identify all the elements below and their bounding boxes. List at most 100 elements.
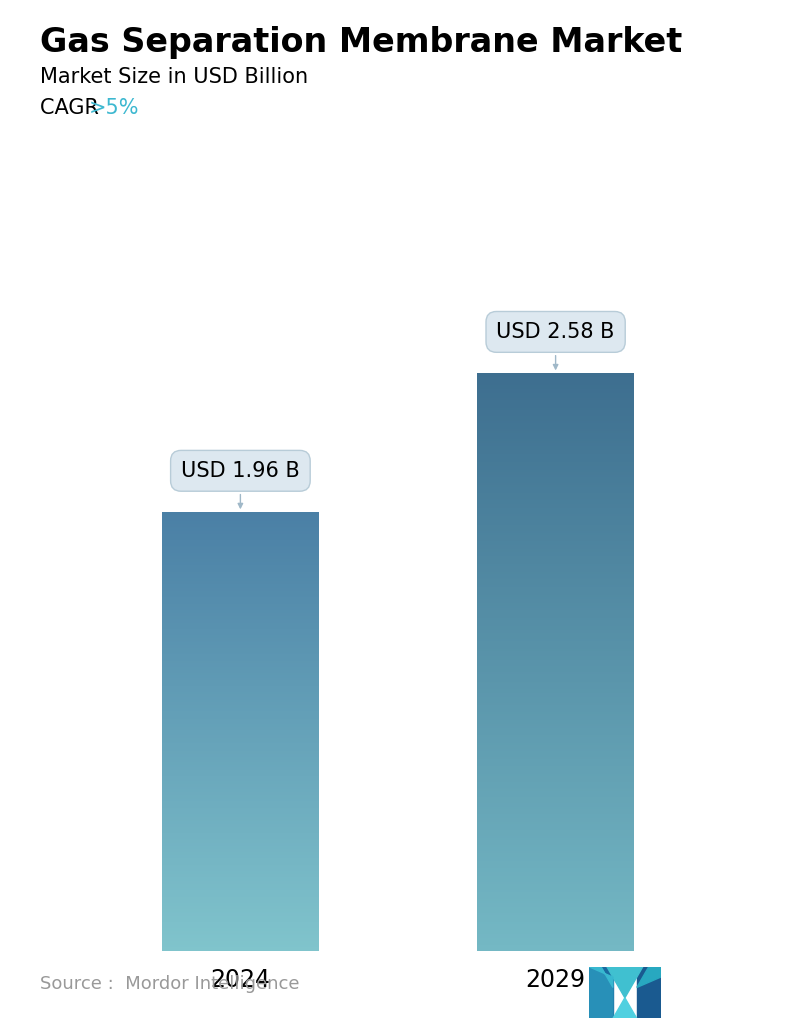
Bar — [162, 903, 319, 905]
Bar — [477, 385, 634, 387]
Bar — [162, 544, 319, 546]
Bar — [162, 773, 319, 776]
Bar — [162, 721, 319, 723]
Bar — [477, 809, 634, 811]
Bar — [162, 527, 319, 529]
Bar — [477, 893, 634, 895]
Bar — [477, 434, 634, 436]
Bar — [162, 583, 319, 585]
Bar — [162, 607, 319, 609]
Bar — [477, 432, 634, 435]
Bar — [477, 438, 634, 440]
Bar — [477, 419, 634, 422]
Bar — [477, 838, 634, 840]
Bar — [477, 475, 634, 478]
Bar — [162, 680, 319, 682]
Bar — [477, 920, 634, 922]
Bar — [477, 843, 634, 846]
Bar — [477, 595, 634, 597]
Bar — [477, 414, 634, 416]
Bar — [477, 856, 634, 859]
Bar — [477, 722, 634, 724]
Bar — [162, 946, 319, 948]
Bar — [162, 746, 319, 748]
Bar — [477, 778, 634, 780]
Bar — [477, 515, 634, 518]
Bar — [477, 787, 634, 789]
Bar — [477, 637, 634, 639]
Bar — [477, 552, 634, 554]
Bar — [477, 566, 634, 568]
Bar — [162, 633, 319, 635]
Bar — [162, 671, 319, 673]
Bar — [477, 831, 634, 833]
Bar — [162, 926, 319, 927]
Bar — [162, 927, 319, 930]
Bar — [477, 868, 634, 871]
Bar — [162, 847, 319, 849]
Bar — [477, 421, 634, 423]
Bar — [477, 947, 634, 949]
Bar — [477, 454, 634, 456]
Bar — [477, 483, 634, 485]
Text: >5%: >5% — [89, 98, 139, 118]
Bar — [162, 614, 319, 616]
Bar — [162, 931, 319, 933]
Bar — [162, 663, 319, 665]
Bar — [162, 744, 319, 747]
Bar — [477, 887, 634, 889]
Bar — [162, 537, 319, 539]
Bar — [477, 762, 634, 764]
Bar — [477, 670, 634, 672]
Bar — [477, 626, 634, 628]
Bar — [162, 596, 319, 597]
Bar — [477, 597, 634, 599]
Bar — [162, 709, 319, 711]
Bar — [477, 706, 634, 708]
Bar — [162, 674, 319, 676]
Text: Gas Separation Membrane Market: Gas Separation Membrane Market — [40, 26, 682, 59]
Bar — [162, 776, 319, 778]
Bar — [162, 941, 319, 943]
Bar — [162, 906, 319, 908]
Bar — [477, 548, 634, 550]
Bar — [162, 692, 319, 694]
Bar — [162, 529, 319, 531]
Bar — [477, 592, 634, 595]
Bar — [162, 790, 319, 792]
Bar — [477, 818, 634, 820]
Text: Source :  Mordor Intelligence: Source : Mordor Intelligence — [40, 975, 299, 993]
Bar — [162, 560, 319, 561]
Bar — [162, 691, 319, 692]
Bar — [477, 749, 634, 751]
Bar — [162, 666, 319, 667]
Bar — [477, 557, 634, 560]
Bar — [477, 583, 634, 585]
Bar — [162, 761, 319, 762]
Bar — [477, 816, 634, 818]
Bar — [477, 939, 634, 942]
Bar — [162, 717, 319, 719]
Bar — [477, 373, 634, 375]
Bar — [162, 904, 319, 906]
Bar — [162, 650, 319, 652]
Bar — [477, 673, 634, 676]
Bar — [162, 557, 319, 559]
Bar — [477, 523, 634, 525]
Bar — [477, 374, 634, 377]
Bar — [477, 550, 634, 552]
Bar — [477, 769, 634, 772]
Bar — [162, 879, 319, 881]
Bar — [477, 912, 634, 915]
Bar — [477, 610, 634, 612]
Text: USD 2.58 B: USD 2.58 B — [497, 322, 615, 369]
Bar — [477, 841, 634, 844]
Bar — [162, 832, 319, 834]
Bar — [162, 589, 319, 591]
Bar — [477, 889, 634, 891]
Bar — [162, 673, 319, 674]
Bar — [162, 924, 319, 926]
Bar — [162, 585, 319, 587]
Bar — [162, 891, 319, 892]
Bar — [162, 759, 319, 761]
